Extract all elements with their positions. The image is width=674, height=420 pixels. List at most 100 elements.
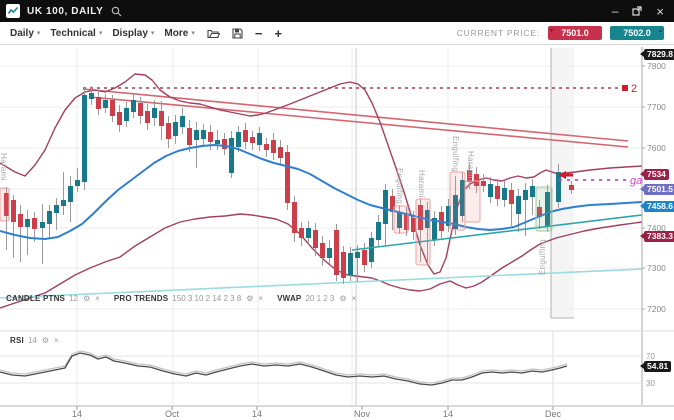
price-badge: 7829.8 [640,48,674,60]
open-chart-icon[interactable] [207,28,220,39]
menu-timeframe[interactable]: Daily ▾ [10,27,41,39]
candle-up [75,180,80,186]
candle-up [89,93,94,99]
close-icon[interactable]: × [258,294,264,303]
time-tick-label: Dec [545,409,562,419]
price-badge: 7458.6 [640,200,674,212]
gear-icon[interactable]: ⚙ [246,294,254,303]
candle-down [222,139,227,149]
candle-up [201,130,206,139]
badge-notch-icon [640,233,644,239]
candle-down [18,214,23,227]
candle-down [264,144,269,150]
price-chart[interactable]: 2 ga 7800 7700 7600 7400 7300 7200 70 30 14 Oct 14 No… [0,45,674,420]
session-highlight [551,48,574,318]
pattern-box-pink [0,187,10,222]
candle-down [362,250,367,265]
tick-mark-icon: ▴ [658,28,662,34]
candle-up [327,248,332,258]
candle-down [299,228,304,238]
sell-arrow-icon [558,171,573,179]
trendline-teal-light [0,268,643,299]
indicator-rsi: RSI 14 ⚙ × [10,336,59,345]
candle-up [355,252,360,258]
candle-down [390,196,395,212]
gear-icon[interactable]: ⚙ [41,336,50,345]
current-price-label: CURRENT PRICE: [456,28,540,38]
pattern-box-pink [464,180,481,223]
candle-up [369,238,374,262]
candle-up [54,205,59,213]
zoom-in-button[interactable]: + [274,25,283,41]
close-icon[interactable]: × [95,294,100,303]
badge-notch-icon [640,186,644,192]
candle-up [215,140,220,144]
menu-display[interactable]: Display ▾ [112,27,155,39]
bollinger-lower [0,213,643,309]
candle-up [348,253,353,275]
indicator-chips-row: CANDLE PTNS 12 ⚙ × PRO TRENDS 150 3 10 2… [6,294,370,303]
close-icon[interactable]: × [54,336,59,345]
chevron-down-icon: ▾ [150,30,155,37]
candle-down [32,218,37,229]
chevron-down-icon: ▾ [98,30,103,37]
badge-notch-icon [640,171,644,177]
zoom-out-button[interactable]: − [254,25,263,41]
gear-icon[interactable]: ⚙ [83,294,91,303]
badge-notch-icon [640,203,644,209]
candle-down [278,147,283,158]
candle-up [173,122,178,136]
pattern-box-pink [393,205,409,234]
candle-up [25,219,30,227]
price-badge: 7383.3 [640,230,674,242]
candle-down [166,123,171,139]
menu-technical[interactable]: Technical ▾ [50,27,103,39]
price-badge: 7501.5 [640,183,674,195]
rsi-level-label: 30 [646,379,655,388]
candle-down [313,230,318,248]
save-chart-icon[interactable] [232,27,243,39]
candle-up [383,190,388,224]
pattern-label: Engulfing [395,168,404,205]
badge-notch-icon [640,51,644,57]
buy-price-button[interactable]: 7502.0 ▴ [610,26,664,40]
candle-down [110,100,115,116]
price-badge: 54.81 [640,360,672,372]
search-icon[interactable] [111,6,122,17]
level-marker-square [622,85,628,91]
close-button[interactable]: × [656,3,664,19]
trendline-red [89,96,629,148]
pattern-box-pink [449,171,466,231]
candle-up [68,186,73,202]
time-tick-label: 14 [443,409,453,419]
candle-up [545,192,550,227]
candle-down [243,130,248,142]
candle-down [4,193,9,216]
indicator-candle-patterns: CANDLE PTNS 12 ⚙ × [6,294,100,303]
candle-down [138,103,143,116]
close-icon[interactable]: × [351,294,357,303]
indicator-pro-trends: PRO TRENDS 150 3 10 2 14 2 3 8 ⚙ × [113,294,264,303]
candle-up [131,100,136,112]
popout-button[interactable] [632,6,643,16]
bollinger-upper [0,73,643,275]
candle-down [208,132,213,142]
sell-price-button[interactable]: ▾ 7501.0 [548,26,602,40]
gap-label: ga [630,175,642,187]
candle-down [411,218,416,232]
chart-app-icon [6,4,20,18]
time-tick-label: 14 [252,409,262,419]
candle-down [404,213,409,230]
menu-more[interactable]: More ▾ [164,27,195,39]
candle-up [502,188,507,200]
candle-down [481,181,486,186]
gear-icon[interactable]: ⚙ [339,294,347,303]
candle-down [117,112,122,125]
badge-notch-icon [640,363,644,369]
rsi-chip-row: RSI 14 ⚙ × [10,336,73,345]
candle-up [397,212,402,228]
price-tick-label: 7200 [647,304,666,314]
minimize-button[interactable]: – [611,4,619,18]
pattern-label: Harami [417,170,426,198]
chart-canvas[interactable]: 2 ga 7800 7700 7600 7400 7300 7200 70 30 14 Oct 14 No… [0,45,674,420]
